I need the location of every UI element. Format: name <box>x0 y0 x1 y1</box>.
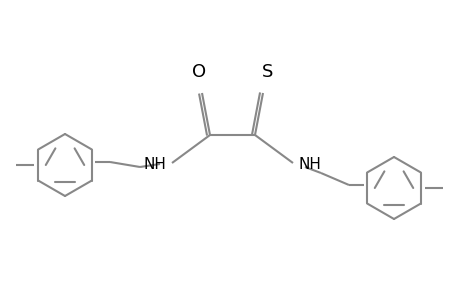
Text: NH: NH <box>298 157 321 172</box>
Text: NH: NH <box>143 157 166 172</box>
Text: S: S <box>262 63 273 81</box>
Text: O: O <box>191 63 206 81</box>
